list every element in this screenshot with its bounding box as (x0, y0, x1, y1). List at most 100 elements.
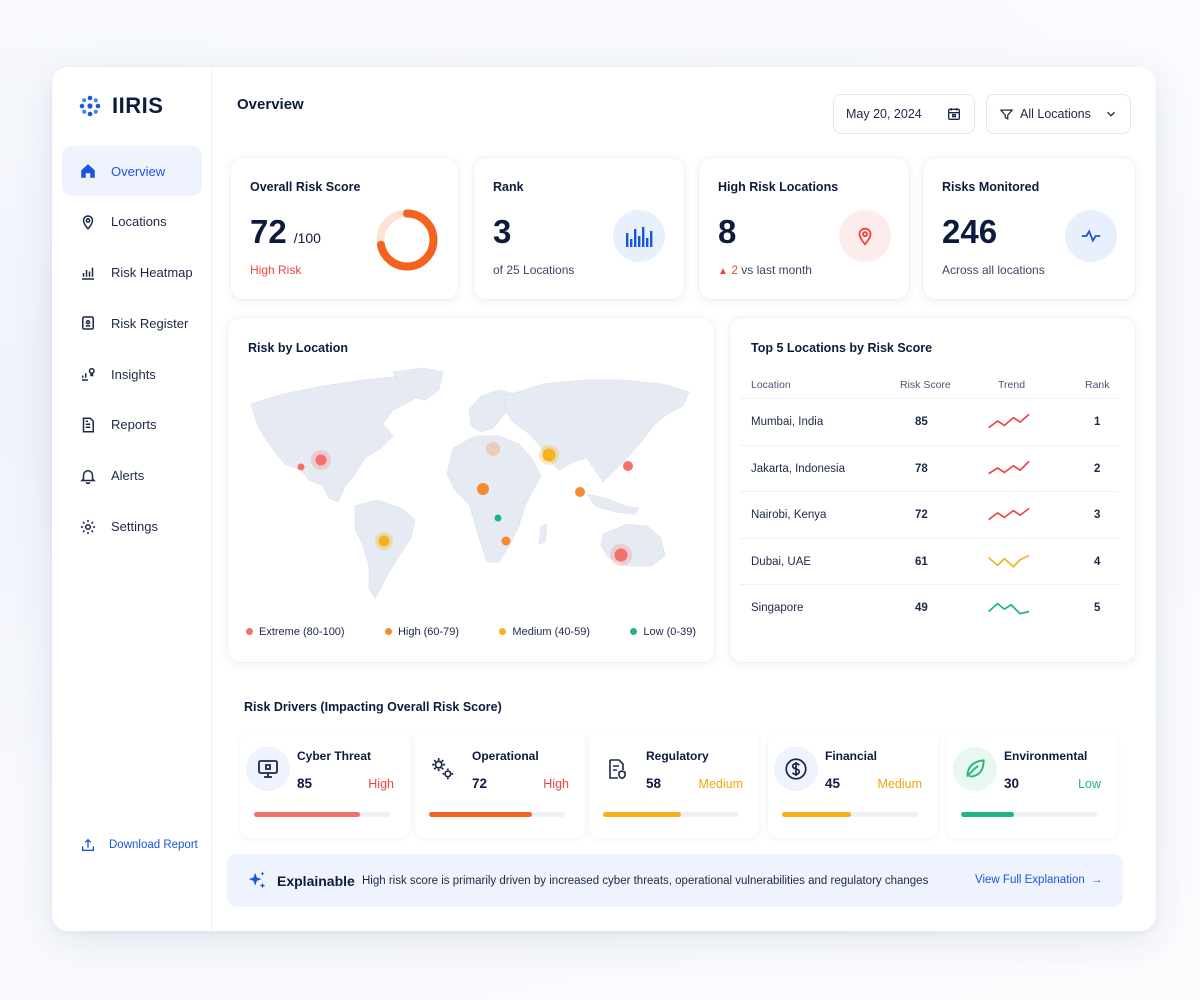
overall-suffix: /100 (293, 230, 321, 246)
driver-score: 30 (1004, 776, 1020, 791)
logo[interactable]: IIRIS (78, 93, 163, 119)
driver-card-regulatory[interactable]: Regulatory 58 Medium (589, 732, 759, 838)
sidebar-item-label: Risk Register (111, 315, 189, 331)
driver-card-cyber-threat[interactable]: Cyber Threat 85 High (240, 732, 410, 838)
location-filter-dropdown[interactable]: All Locations (986, 94, 1131, 134)
kpi-value: 8 (718, 213, 737, 250)
marker-medium-south-america-core (378, 535, 390, 547)
filter-icon (999, 109, 1014, 120)
marker-high-africa (477, 483, 489, 495)
document-shield-icon (595, 747, 639, 791)
upload-icon (82, 838, 94, 851)
madagascar-shape (538, 523, 548, 545)
driver-name: Operational (472, 749, 539, 763)
driver-progress-fill (782, 812, 852, 817)
risk-score-cell: 49 (915, 602, 928, 614)
column-header-trend: Trend (998, 379, 1026, 391)
kpi-high-risk-locations: High Risk Locations 8 ▲ 2 vs last month (699, 158, 909, 299)
view-full-explanation-link[interactable]: View Full Explanation → (975, 874, 1102, 886)
leaf-icon (953, 747, 997, 791)
kpi-value: 72/100 (250, 213, 321, 251)
sidebar-item-label: Reports (111, 417, 157, 433)
delta-value: 2 (731, 263, 738, 277)
date-picker[interactable]: May 20, 2024 (833, 94, 975, 134)
driver-score: 85 (297, 776, 313, 791)
australia-shape (600, 523, 666, 567)
driver-score: 45 (825, 776, 841, 791)
driver-progress-track (603, 812, 739, 817)
table-row[interactable]: Singapore 49 5 (740, 584, 1118, 630)
date-value: May 20, 2024 (846, 107, 922, 121)
sidebar-item-reports[interactable]: Reports (62, 400, 202, 450)
rank-cell: 1 (1094, 416, 1101, 428)
legend-extreme: Extreme (80-100) (246, 626, 345, 638)
risk-score-cell: 78 (915, 462, 928, 475)
marker-high-south-asia (575, 487, 585, 497)
marker-low-east-africa (494, 514, 502, 522)
rank-cell: 2 (1094, 462, 1101, 475)
kpi-risks-monitored: Risks Monitored 246 Across all locations (923, 158, 1135, 299)
home-icon (81, 164, 95, 178)
monitor-icon (246, 747, 290, 791)
sidebar-item-locations[interactable]: Locations (62, 197, 202, 247)
trend-sparkline (988, 602, 1030, 615)
world-map (250, 367, 690, 599)
sidebar-item-label: Overview (111, 163, 166, 179)
map-title: Risk by Location (248, 341, 349, 355)
table-row[interactable]: Jakarta, Indonesia 78 2 (740, 444, 1118, 491)
kpi-title: Rank (493, 180, 524, 194)
driver-card-financial[interactable]: Financial 45 Medium (768, 732, 938, 838)
sidebar-item-label: Alerts (111, 468, 145, 484)
trend-sparkline (988, 413, 1030, 429)
driver-card-environmental[interactable]: Environmental 30 Low (947, 732, 1117, 838)
kpi-value: 3 (493, 213, 512, 250)
register-icon (82, 316, 94, 331)
column-header-location: Location (751, 379, 791, 391)
marker-extreme-east-asia (623, 461, 633, 471)
column-header-rank: Rank (1085, 379, 1110, 391)
location-pin-icon (82, 215, 94, 230)
marker-medium-asia-core (542, 448, 556, 462)
explainable-text: High risk score is primarily driven by i… (362, 875, 929, 887)
kpi-title: Overall Risk Score (250, 180, 361, 194)
driver-level: Low (1078, 777, 1101, 791)
indonesia-shape (586, 493, 640, 515)
sidebar-item-risk-register[interactable]: Risk Register (62, 298, 202, 348)
risk-status: High Risk (250, 263, 302, 277)
driver-card-operational[interactable]: Operational 72 High (415, 732, 585, 838)
rank-cell: 3 (1094, 509, 1101, 521)
greenland-shape (392, 367, 444, 401)
document-icon (82, 417, 94, 433)
driver-score: 58 (646, 776, 662, 791)
sidebar-item-risk-heatmap[interactable]: Risk Heatmap (62, 248, 202, 298)
rank-cell: 5 (1094, 602, 1101, 614)
driver-progress-fill (429, 812, 533, 817)
top5-locations-card: Top 5 Locations by Risk Score Location R… (730, 318, 1135, 662)
risk-by-location-card: Risk by Location (228, 318, 714, 662)
sidebar-item-settings[interactable]: Settings (62, 502, 202, 552)
kpi-overall-risk: Overall Risk Score 72/100 High Risk (231, 158, 458, 299)
marker-high-europe (486, 442, 500, 456)
legend-low: Low (0-39) (630, 626, 696, 638)
table-row[interactable]: Dubai, UAE 61 4 (740, 537, 1118, 584)
table-row[interactable]: Nairobi, Kenya 72 3 (740, 491, 1118, 537)
sidebar-item-overview[interactable]: Overview (62, 146, 202, 196)
donut-arc (376, 209, 438, 271)
table-row[interactable]: Mumbai, India 85 1 (740, 398, 1118, 444)
driver-progress-track (782, 812, 918, 817)
logo-icon (79, 95, 101, 117)
download-report-button[interactable]: Download Report (80, 837, 198, 853)
triangle-up-icon: ▲ (718, 266, 728, 277)
sidebar-item-alerts[interactable]: Alerts (62, 451, 202, 501)
location-filter-value: All Locations (1020, 107, 1091, 121)
kpi-sub: of 25 Locations (493, 263, 575, 277)
driver-level: High (543, 777, 569, 791)
overall-score: 72 (250, 213, 287, 250)
sidebar-item-insights[interactable]: Insights (62, 349, 202, 399)
driver-name: Financial (825, 749, 878, 763)
risk-markers (297, 442, 633, 566)
gears-icon (421, 747, 465, 791)
driver-progress-fill (603, 812, 681, 817)
delta-text: vs last month (741, 263, 812, 277)
driver-progress-track (254, 812, 390, 817)
